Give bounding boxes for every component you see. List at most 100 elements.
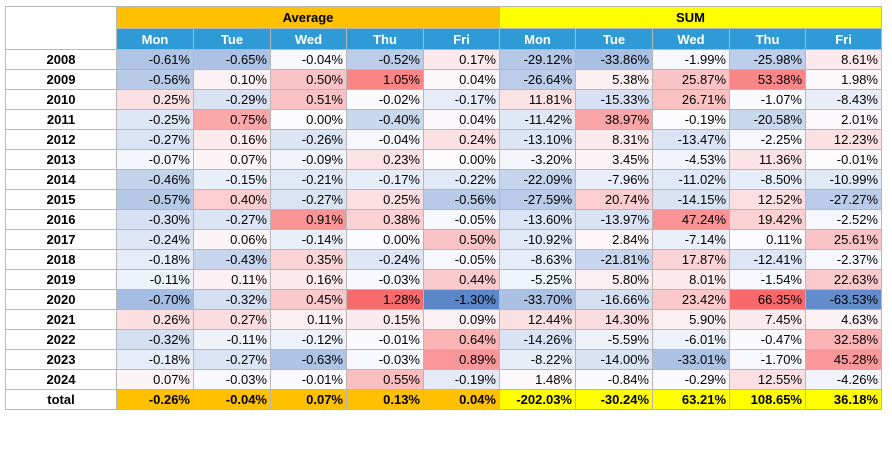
sum-cell-fri[interactable]: 4.63%: [805, 309, 882, 330]
total-sum-mon[interactable]: -202.03%: [499, 389, 576, 410]
sum-cell-mon[interactable]: 12.44%: [499, 309, 576, 330]
sum-header-fri[interactable]: Fri: [805, 28, 882, 50]
avg-cell-thu[interactable]: 0.38%: [346, 209, 424, 230]
avg-cell-thu[interactable]: 1.05%: [346, 69, 424, 90]
avg-cell-thu[interactable]: 0.15%: [346, 309, 424, 330]
avg-cell-thu[interactable]: -0.03%: [346, 269, 424, 290]
sum-cell-fri[interactable]: -63.53%: [805, 289, 882, 310]
sum-cell-wed[interactable]: 47.24%: [652, 209, 730, 230]
avg-cell-wed[interactable]: 0.91%: [270, 209, 347, 230]
sum-cell-mon[interactable]: -11.42%: [499, 109, 576, 130]
sum-cell-thu[interactable]: -2.25%: [729, 129, 806, 150]
sum-cell-thu[interactable]: 53.38%: [729, 69, 806, 90]
sum-cell-mon[interactable]: -8.22%: [499, 349, 576, 370]
year-cell[interactable]: 2010: [5, 89, 117, 110]
sum-cell-tue[interactable]: 2.84%: [575, 229, 653, 250]
total-avg-fri[interactable]: 0.04%: [423, 389, 500, 410]
sum-cell-mon[interactable]: -27.59%: [499, 189, 576, 210]
avg-cell-fri[interactable]: -0.22%: [423, 169, 500, 190]
avg-header-fri[interactable]: Fri: [423, 28, 500, 50]
sum-cell-fri[interactable]: 8.61%: [805, 49, 882, 70]
sum-header-wed[interactable]: Wed: [652, 28, 730, 50]
sum-cell-fri[interactable]: 25.61%: [805, 229, 882, 250]
avg-cell-thu[interactable]: -0.17%: [346, 169, 424, 190]
sum-cell-tue[interactable]: 38.97%: [575, 109, 653, 130]
avg-cell-fri[interactable]: 0.04%: [423, 69, 500, 90]
year-cell[interactable]: 2021: [5, 309, 117, 330]
total-label[interactable]: total: [5, 389, 117, 410]
sum-cell-tue[interactable]: -13.97%: [575, 209, 653, 230]
avg-header-thu[interactable]: Thu: [346, 28, 424, 50]
total-avg-mon[interactable]: -0.26%: [116, 389, 194, 410]
sum-cell-tue[interactable]: 5.38%: [575, 69, 653, 90]
avg-cell-tue[interactable]: 0.27%: [193, 309, 271, 330]
year-cell[interactable]: 2011: [5, 109, 117, 130]
avg-cell-tue[interactable]: -0.27%: [193, 349, 271, 370]
total-sum-wed[interactable]: 63.21%: [652, 389, 730, 410]
avg-cell-fri[interactable]: 0.64%: [423, 329, 500, 350]
avg-cell-thu[interactable]: -0.01%: [346, 329, 424, 350]
sum-cell-wed[interactable]: 8.01%: [652, 269, 730, 290]
sum-cell-mon[interactable]: -8.63%: [499, 249, 576, 270]
avg-cell-tue[interactable]: 0.07%: [193, 149, 271, 170]
year-cell[interactable]: 2023: [5, 349, 117, 370]
avg-cell-wed[interactable]: -0.01%: [270, 369, 347, 390]
avg-cell-fri[interactable]: -0.05%: [423, 249, 500, 270]
avg-cell-wed[interactable]: 0.35%: [270, 249, 347, 270]
avg-cell-thu[interactable]: -0.02%: [346, 89, 424, 110]
sum-cell-mon[interactable]: 11.81%: [499, 89, 576, 110]
sum-cell-wed[interactable]: -7.14%: [652, 229, 730, 250]
sum-cell-wed[interactable]: -6.01%: [652, 329, 730, 350]
sum-cell-fri[interactable]: 22.63%: [805, 269, 882, 290]
avg-cell-tue[interactable]: -0.65%: [193, 49, 271, 70]
avg-cell-wed[interactable]: -0.09%: [270, 149, 347, 170]
avg-cell-fri[interactable]: -0.56%: [423, 189, 500, 210]
year-cell[interactable]: 2014: [5, 169, 117, 190]
sum-cell-fri[interactable]: 32.58%: [805, 329, 882, 350]
sum-cell-fri[interactable]: 45.28%: [805, 349, 882, 370]
sum-cell-wed[interactable]: -13.47%: [652, 129, 730, 150]
avg-cell-mon[interactable]: -0.25%: [116, 109, 194, 130]
avg-cell-fri[interactable]: 0.04%: [423, 109, 500, 130]
avg-cell-mon[interactable]: 0.07%: [116, 369, 194, 390]
sum-cell-tue[interactable]: -15.33%: [575, 89, 653, 110]
avg-cell-thu[interactable]: 0.23%: [346, 149, 424, 170]
avg-cell-wed[interactable]: -0.26%: [270, 129, 347, 150]
total-avg-wed[interactable]: 0.07%: [270, 389, 347, 410]
total-sum-tue[interactable]: -30.24%: [575, 389, 653, 410]
avg-cell-wed[interactable]: 0.00%: [270, 109, 347, 130]
sum-cell-mon[interactable]: -14.26%: [499, 329, 576, 350]
avg-cell-tue[interactable]: 0.06%: [193, 229, 271, 250]
year-cell[interactable]: 2022: [5, 329, 117, 350]
total-avg-tue[interactable]: -0.04%: [193, 389, 271, 410]
sum-cell-thu[interactable]: -8.50%: [729, 169, 806, 190]
sum-cell-wed[interactable]: -0.29%: [652, 369, 730, 390]
sum-cell-thu[interactable]: 12.52%: [729, 189, 806, 210]
avg-cell-thu[interactable]: 0.25%: [346, 189, 424, 210]
avg-cell-wed[interactable]: -0.27%: [270, 189, 347, 210]
sum-cell-tue[interactable]: -0.84%: [575, 369, 653, 390]
avg-header-tue[interactable]: Tue: [193, 28, 271, 50]
sum-cell-tue[interactable]: 14.30%: [575, 309, 653, 330]
avg-cell-mon[interactable]: -0.57%: [116, 189, 194, 210]
sum-cell-mon[interactable]: -22.09%: [499, 169, 576, 190]
avg-cell-tue[interactable]: 0.10%: [193, 69, 271, 90]
total-sum-fri[interactable]: 36.18%: [805, 389, 882, 410]
avg-cell-wed[interactable]: -0.12%: [270, 329, 347, 350]
avg-cell-mon[interactable]: -0.18%: [116, 349, 194, 370]
avg-cell-mon[interactable]: 0.26%: [116, 309, 194, 330]
sum-header-thu[interactable]: Thu: [729, 28, 806, 50]
sum-cell-thu[interactable]: -20.58%: [729, 109, 806, 130]
avg-cell-tue[interactable]: -0.32%: [193, 289, 271, 310]
sum-cell-mon[interactable]: 1.48%: [499, 369, 576, 390]
sum-cell-fri[interactable]: -8.43%: [805, 89, 882, 110]
sum-header-tue[interactable]: Tue: [575, 28, 653, 50]
sum-cell-fri[interactable]: 2.01%: [805, 109, 882, 130]
avg-cell-mon[interactable]: -0.27%: [116, 129, 194, 150]
avg-cell-wed[interactable]: 0.50%: [270, 69, 347, 90]
sum-cell-fri[interactable]: -4.26%: [805, 369, 882, 390]
avg-cell-fri[interactable]: -0.05%: [423, 209, 500, 230]
sum-cell-tue[interactable]: 3.45%: [575, 149, 653, 170]
avg-cell-mon[interactable]: -0.30%: [116, 209, 194, 230]
sum-cell-mon[interactable]: -33.70%: [499, 289, 576, 310]
